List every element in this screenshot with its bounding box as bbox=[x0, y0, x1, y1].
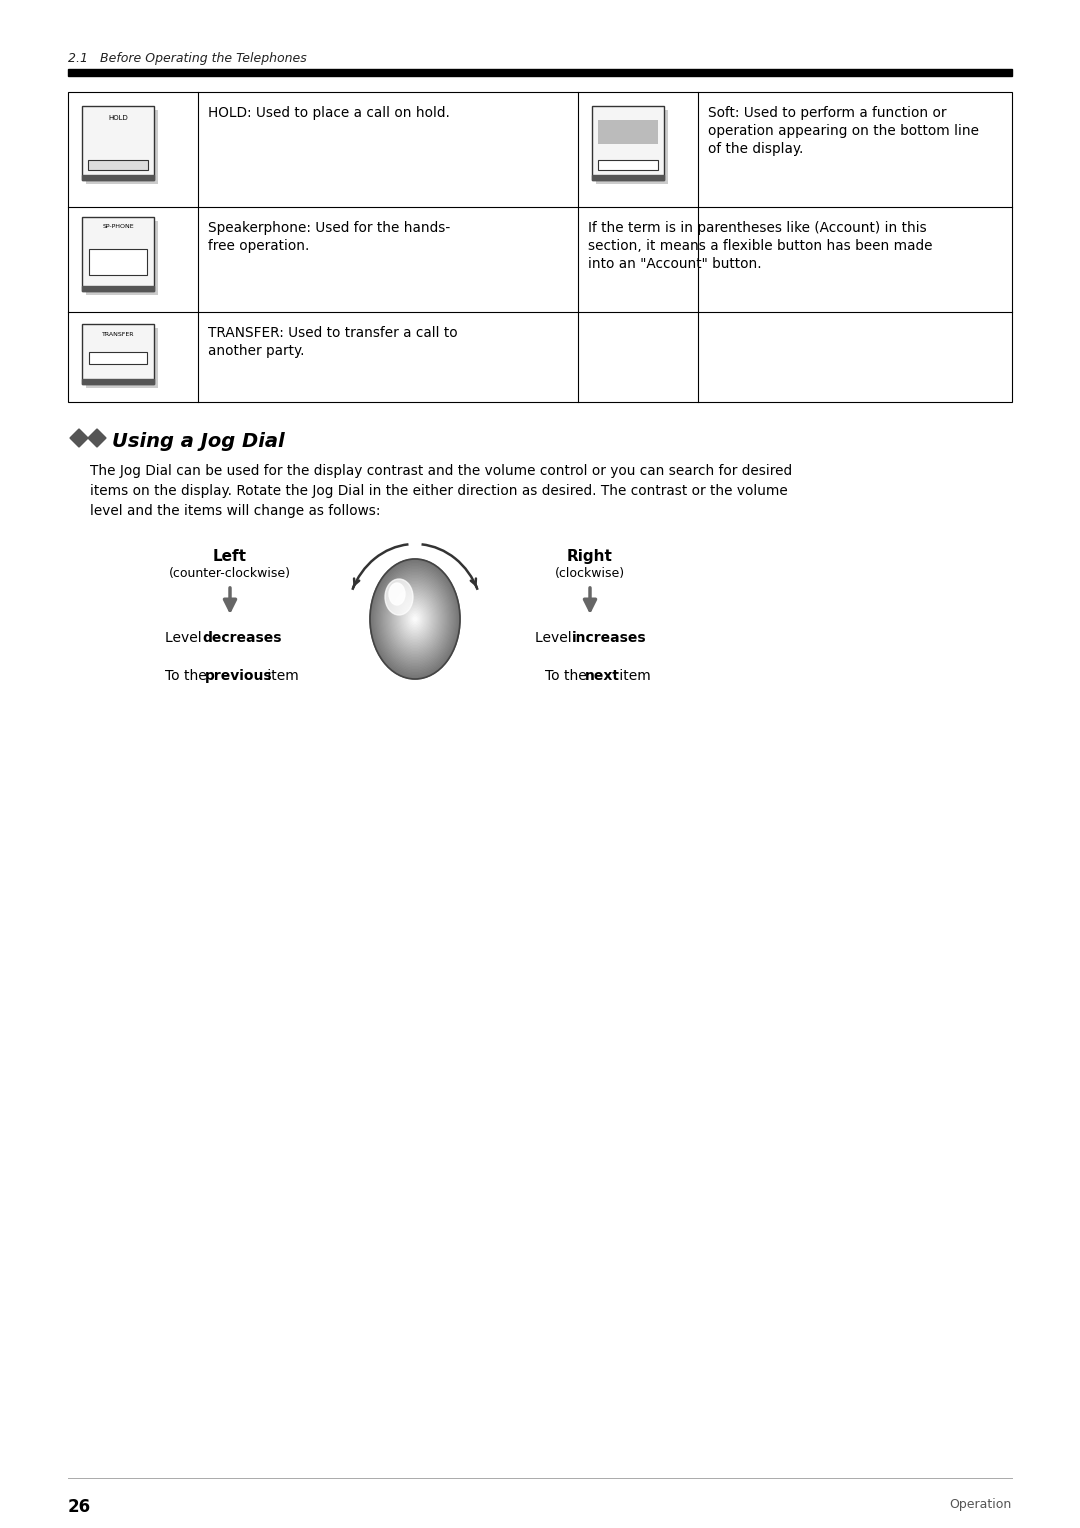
Ellipse shape bbox=[391, 587, 438, 651]
Ellipse shape bbox=[402, 601, 429, 637]
Bar bbox=[68, 92, 1012, 402]
Text: increases: increases bbox=[572, 631, 647, 645]
Ellipse shape bbox=[389, 585, 441, 654]
Text: item: item bbox=[264, 669, 299, 683]
Text: Operation: Operation bbox=[949, 1497, 1012, 1511]
Ellipse shape bbox=[376, 567, 455, 671]
Ellipse shape bbox=[370, 559, 460, 678]
Ellipse shape bbox=[404, 604, 427, 634]
Ellipse shape bbox=[406, 607, 424, 631]
Polygon shape bbox=[70, 429, 87, 448]
Text: level and the items will change as follows:: level and the items will change as follo… bbox=[90, 504, 380, 518]
Text: into an "Account" button.: into an "Account" button. bbox=[588, 257, 761, 270]
Text: of the display.: of the display. bbox=[708, 142, 804, 156]
Ellipse shape bbox=[377, 568, 454, 669]
Text: next: next bbox=[585, 669, 620, 683]
Bar bbox=[68, 69, 1012, 76]
Ellipse shape bbox=[399, 596, 432, 642]
Text: Soft: Used to perform a function or: Soft: Used to perform a function or bbox=[708, 105, 946, 121]
Ellipse shape bbox=[407, 608, 423, 630]
Bar bbox=[86, 329, 158, 388]
Ellipse shape bbox=[395, 591, 435, 646]
Ellipse shape bbox=[411, 614, 418, 623]
Ellipse shape bbox=[374, 564, 457, 674]
Text: SP-PHONE: SP-PHONE bbox=[103, 225, 134, 229]
Bar bbox=[82, 286, 154, 290]
Text: To the: To the bbox=[545, 669, 591, 683]
Ellipse shape bbox=[389, 584, 405, 605]
Ellipse shape bbox=[401, 599, 430, 639]
Bar bbox=[598, 160, 658, 170]
Ellipse shape bbox=[408, 610, 422, 628]
Text: Using a Jog Dial: Using a Jog Dial bbox=[112, 432, 285, 451]
Bar bbox=[89, 249, 147, 275]
Ellipse shape bbox=[379, 571, 451, 668]
Ellipse shape bbox=[384, 579, 413, 614]
Ellipse shape bbox=[397, 594, 433, 643]
Text: section, it means a flexible button has been made: section, it means a flexible button has … bbox=[588, 238, 932, 254]
Bar bbox=[86, 222, 158, 295]
Text: Left: Left bbox=[213, 549, 247, 564]
Bar bbox=[598, 121, 658, 144]
Ellipse shape bbox=[393, 590, 436, 648]
Text: TRANSFER: TRANSFER bbox=[102, 332, 134, 336]
Bar bbox=[86, 110, 158, 183]
FancyBboxPatch shape bbox=[82, 105, 154, 180]
Ellipse shape bbox=[384, 579, 445, 660]
Ellipse shape bbox=[409, 611, 420, 626]
Ellipse shape bbox=[396, 593, 434, 645]
Ellipse shape bbox=[400, 597, 431, 640]
Bar bbox=[82, 176, 154, 180]
Ellipse shape bbox=[405, 605, 426, 633]
Ellipse shape bbox=[388, 584, 442, 656]
Text: free operation.: free operation. bbox=[208, 238, 309, 254]
Bar bbox=[592, 176, 664, 180]
Ellipse shape bbox=[403, 602, 428, 636]
Text: If the term is in parentheses like (Account) in this: If the term is in parentheses like (Acco… bbox=[588, 222, 927, 235]
Text: previous: previous bbox=[205, 669, 272, 683]
Text: operation appearing on the bottom line: operation appearing on the bottom line bbox=[708, 124, 978, 138]
Bar bbox=[89, 351, 147, 364]
Ellipse shape bbox=[382, 576, 447, 663]
Ellipse shape bbox=[386, 581, 444, 659]
Ellipse shape bbox=[414, 617, 416, 620]
Text: items on the display. Rotate the Jog Dial in the either direction as desired. Th: items on the display. Rotate the Jog Dia… bbox=[90, 484, 787, 498]
Bar bbox=[82, 379, 154, 384]
Text: To the: To the bbox=[165, 669, 211, 683]
Ellipse shape bbox=[378, 570, 453, 669]
Ellipse shape bbox=[375, 565, 456, 672]
Text: Level: Level bbox=[165, 631, 206, 645]
Polygon shape bbox=[87, 429, 106, 448]
Text: Level: Level bbox=[535, 631, 576, 645]
Ellipse shape bbox=[373, 562, 458, 675]
Text: HOLD: HOLD bbox=[108, 115, 127, 121]
Ellipse shape bbox=[410, 613, 419, 625]
Ellipse shape bbox=[372, 561, 459, 677]
FancyBboxPatch shape bbox=[82, 324, 154, 384]
Text: decreases: decreases bbox=[202, 631, 282, 645]
Text: Speakerphone: Used for the hands-: Speakerphone: Used for the hands- bbox=[208, 222, 450, 235]
FancyBboxPatch shape bbox=[82, 217, 154, 290]
Ellipse shape bbox=[413, 616, 417, 622]
Text: TRANSFER: Used to transfer a call to: TRANSFER: Used to transfer a call to bbox=[208, 325, 458, 341]
Text: 2.1   Before Operating the Telephones: 2.1 Before Operating the Telephones bbox=[68, 52, 307, 66]
Text: item: item bbox=[615, 669, 651, 683]
Ellipse shape bbox=[392, 588, 437, 649]
Ellipse shape bbox=[380, 573, 450, 666]
Bar bbox=[596, 110, 669, 183]
Text: 26: 26 bbox=[68, 1497, 91, 1516]
Text: HOLD: Used to place a call on hold.: HOLD: Used to place a call on hold. bbox=[208, 105, 450, 121]
Text: (clockwise): (clockwise) bbox=[555, 567, 625, 581]
Text: The Jog Dial can be used for the display contrast and the volume control or you : The Jog Dial can be used for the display… bbox=[90, 465, 792, 478]
Ellipse shape bbox=[390, 587, 440, 652]
Text: (counter-clockwise): (counter-clockwise) bbox=[168, 567, 291, 581]
Ellipse shape bbox=[381, 575, 449, 665]
Text: Right: Right bbox=[567, 549, 613, 564]
Text: another party.: another party. bbox=[208, 344, 305, 358]
Ellipse shape bbox=[387, 582, 443, 657]
Ellipse shape bbox=[383, 578, 446, 662]
FancyBboxPatch shape bbox=[592, 105, 664, 180]
Bar bbox=[87, 160, 148, 170]
